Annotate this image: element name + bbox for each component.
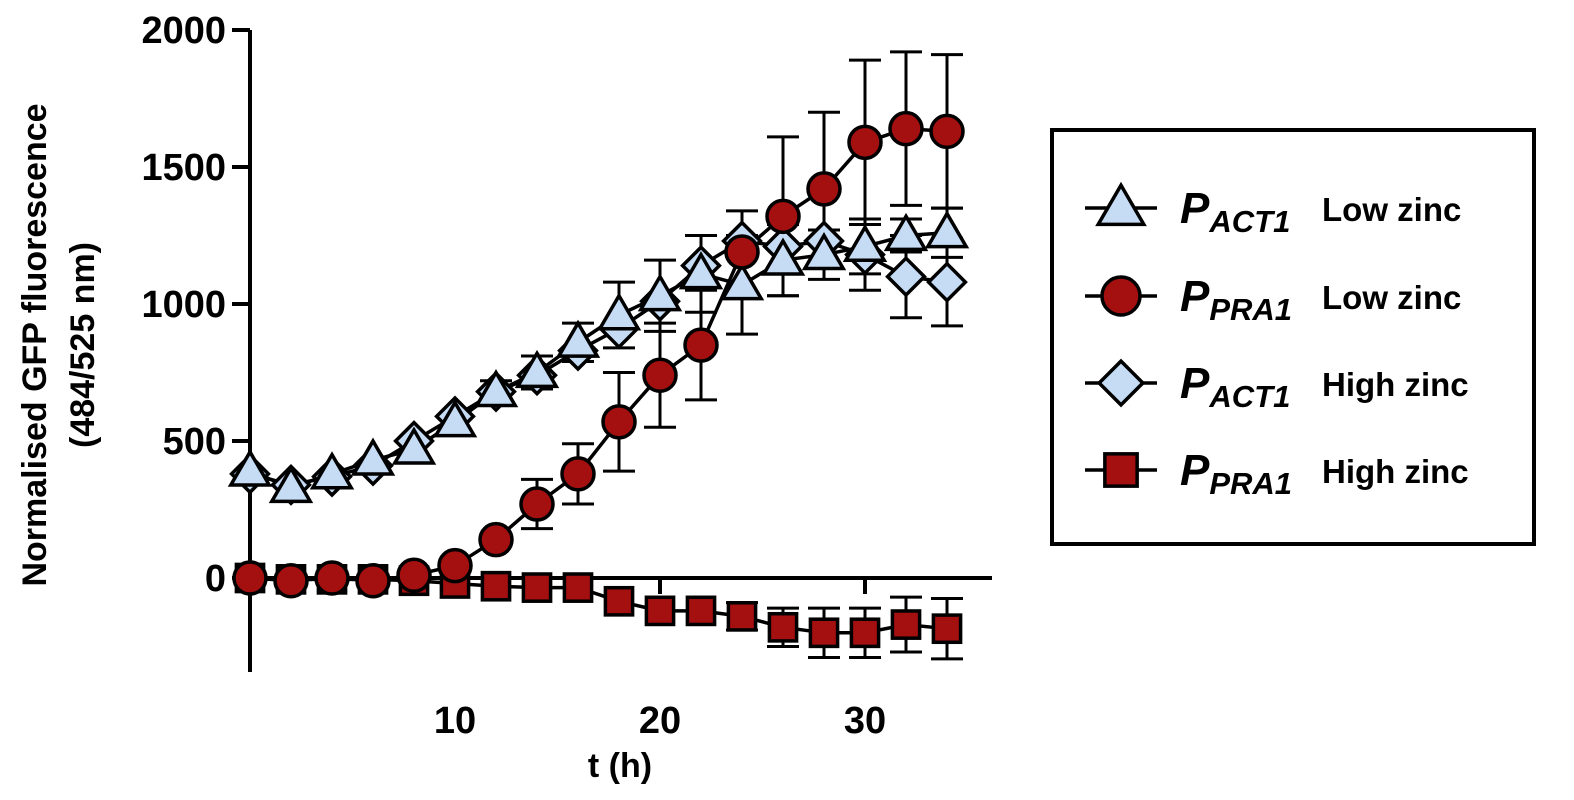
series-line [249, 126, 948, 583]
data-point-triangle [637, 273, 683, 312]
series-line [249, 576, 948, 635]
legend-condition: High zinc [1322, 366, 1469, 403]
data-point-circle [273, 562, 309, 599]
data-point-triangle [309, 451, 355, 490]
legend-marker-diamond [1096, 358, 1146, 408]
error-bars [480, 50, 963, 661]
series-lines [249, 126, 948, 635]
data-point-square [644, 595, 676, 627]
legend-condition: High zinc [1322, 453, 1469, 490]
data-point-circle [642, 357, 678, 393]
data-point-circle [724, 234, 760, 270]
data-point-triangle [432, 399, 478, 438]
legend-condition: Low zinc [1322, 191, 1461, 228]
y-tick-label: 1500 [141, 147, 226, 189]
x-tick-label: 10 [434, 700, 476, 742]
data-point-triangle [473, 368, 519, 408]
legend: PACT1 Low zinc PPRA1 Low zinc PACT1 High zinc… [1050, 128, 1536, 546]
x-axis-title: t (h) [588, 747, 652, 785]
legend-condition: Low zinc [1322, 279, 1461, 316]
legend-label: PPRA1 [1180, 272, 1292, 327]
data-point-triangle [350, 437, 396, 476]
y-tick-label: 2000 [141, 10, 226, 52]
y-tick-label: 1000 [141, 284, 226, 326]
data-point-circle [232, 560, 268, 596]
data-point-triangle [842, 223, 888, 263]
data-point-square [480, 570, 512, 602]
data-markers [227, 110, 970, 649]
data-point-triangle [883, 212, 929, 252]
data-point-circle [478, 521, 514, 558]
data-point-triangle [596, 292, 642, 331]
data-point-triangle [514, 349, 560, 389]
data-point-circle [355, 562, 391, 599]
data-point-square [685, 595, 717, 627]
x-tick-label: 30 [844, 700, 886, 742]
data-point-triangle [760, 237, 806, 276]
data-point-square [849, 617, 881, 649]
data-point-square [562, 572, 594, 603]
y-tick-label: 0 [205, 558, 226, 600]
legend-marker-circle [1100, 275, 1142, 317]
data-point-square [521, 572, 553, 603]
data-point-circle [806, 171, 842, 207]
data-point-circle [683, 327, 719, 363]
data-point-triangle [555, 319, 601, 358]
data-point-square [931, 613, 963, 645]
legend-label: PPRA1 [1180, 446, 1292, 501]
data-point-diamond [885, 255, 927, 298]
data-point-square [890, 609, 922, 640]
data-point-square [808, 617, 840, 649]
data-point-square [767, 611, 799, 643]
data-point-triangle [719, 262, 765, 301]
data-point-circle [396, 557, 432, 594]
y-axis-title-line1: Normalised GFP fluorescence [16, 103, 54, 586]
data-point-square [726, 601, 758, 632]
data-point-circle [929, 113, 965, 150]
legend-marker-square [1103, 452, 1139, 488]
data-point-triangle [678, 251, 724, 290]
data-point-circle [560, 456, 596, 492]
data-point-circle [519, 486, 555, 522]
legend-label: PACT1 [1180, 184, 1290, 239]
data-point-square [603, 585, 635, 617]
data-point-circle [765, 198, 801, 235]
data-point-circle [601, 404, 637, 440]
data-point-triangle [924, 210, 970, 249]
y-axis-title-line2: (484/525 nm) [64, 242, 102, 448]
data-point-circle [437, 547, 473, 584]
data-point-circle [847, 124, 883, 161]
x-tick-label: 20 [639, 700, 681, 742]
data-point-circle [888, 110, 924, 147]
data-point-triangle [391, 426, 437, 465]
y-tick-label: 500 [163, 421, 226, 463]
legend-marker-triangle [1095, 181, 1147, 227]
legend-label: PACT1 [1180, 359, 1290, 414]
data-point-triangle [227, 448, 273, 487]
data-point-triangle [268, 464, 314, 504]
data-point-circle [314, 560, 350, 596]
data-point-diamond [926, 261, 968, 303]
data-point-triangle [801, 231, 847, 271]
axes: 0 500 1000 1500 2000 10 20 30 t (h) Normalised GF… [16, 10, 992, 785]
